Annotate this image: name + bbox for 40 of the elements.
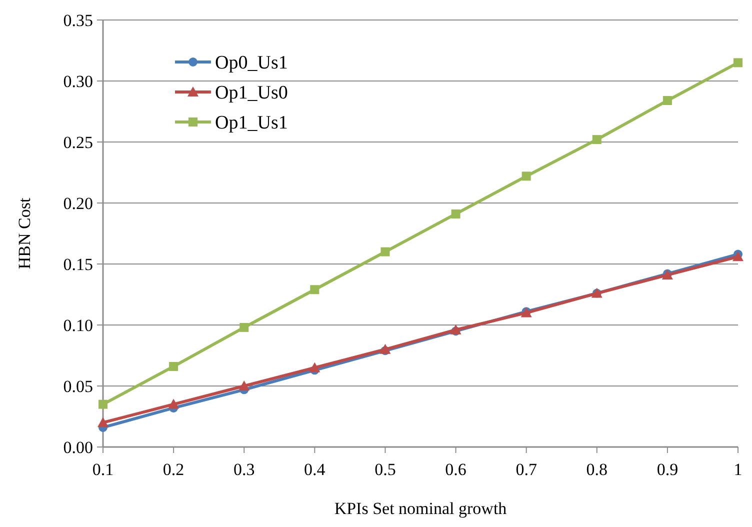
point (168, 398, 180, 409)
point (380, 344, 391, 354)
point (240, 322, 249, 332)
x-tick-label: 1 (734, 460, 742, 479)
x-tick-label: 0.8 (586, 460, 608, 479)
point (169, 362, 178, 371)
y-tick-label: 0.00 (63, 438, 93, 457)
y-tick-label: 0.25 (63, 132, 93, 152)
x-tick-label: 0.6 (445, 460, 466, 479)
y-tick-label: 0.05 (63, 376, 93, 396)
point (310, 285, 320, 294)
legend-label: Op1_Us1 (215, 112, 288, 134)
point (662, 96, 672, 106)
point (98, 417, 108, 428)
point (451, 209, 460, 218)
point (734, 58, 742, 68)
y-tick-label: 0.15 (63, 254, 93, 274)
point (732, 251, 744, 262)
point (309, 362, 320, 372)
x-axis-title: KPIs Set nominal growth (334, 499, 508, 518)
x-tick-label: 0.2 (162, 460, 184, 479)
x-tick-label: 0.5 (374, 460, 396, 479)
point (522, 172, 531, 181)
point (380, 247, 390, 256)
point (450, 324, 462, 334)
x-tick-label: 0.4 (304, 460, 326, 479)
y-tick-label: 0.30 (63, 72, 93, 91)
legend-label: Op1_Us0 (215, 82, 288, 104)
x-tick-label: 0.7 (516, 460, 538, 479)
legend-label: Op0_Us1 (215, 52, 288, 74)
y-axis-title: HBN Cost (15, 198, 34, 270)
y-tick-label: 0.10 (63, 316, 93, 335)
x-tick-label: 0.3 (233, 460, 255, 479)
y-tick-label: 0.35 (63, 10, 93, 30)
point (238, 380, 250, 390)
y-tick-label: 0.20 (63, 194, 93, 213)
x-tick-label: 0.9 (656, 460, 678, 479)
x-tick-label: 0.1 (92, 460, 114, 479)
point (98, 400, 108, 409)
point (592, 135, 602, 144)
